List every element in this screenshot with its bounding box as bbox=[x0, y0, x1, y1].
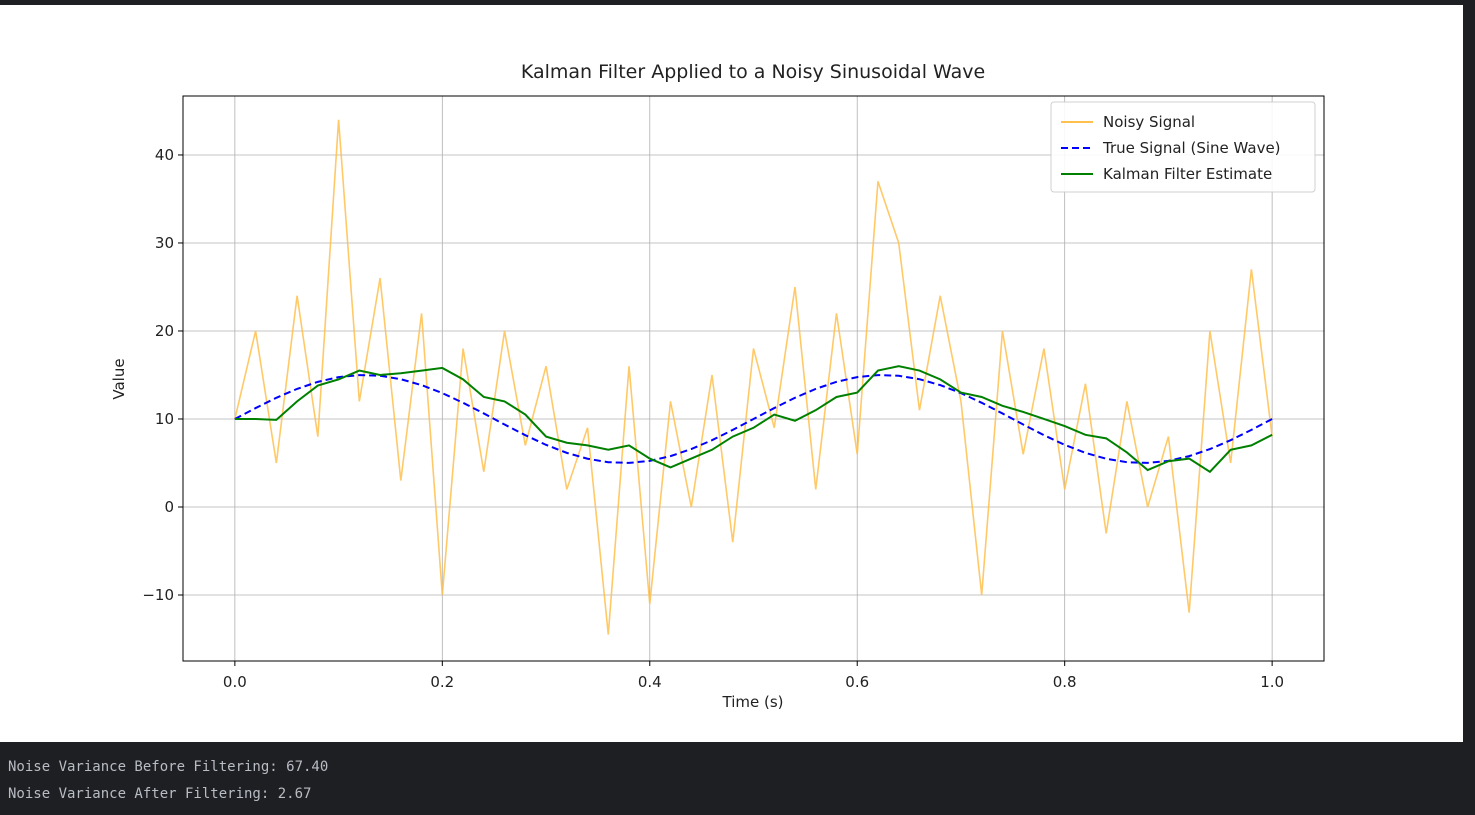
y-tick-label: 0 bbox=[164, 498, 174, 516]
plot-frame bbox=[182, 95, 1325, 662]
series-line bbox=[234, 365, 1273, 474]
x-axis-label: Time (s) bbox=[722, 693, 784, 711]
series-line bbox=[234, 119, 1273, 635]
legend-box bbox=[1050, 101, 1316, 193]
console-output: Noise Variance Before Filtering: 67.40 N… bbox=[8, 754, 328, 808]
console-line: Noise Variance Before Filtering: 67.40 bbox=[8, 759, 329, 775]
legend-label: Kalman Filter Estimate bbox=[1103, 165, 1272, 183]
y-tick-label: 30 bbox=[155, 234, 174, 252]
chart-title: Kalman Filter Applied to a Noisy Sinusoi… bbox=[521, 61, 985, 83]
console-line: Noise Variance After Filtering: 2.67 bbox=[8, 786, 312, 802]
x-tick-label: 0.6 bbox=[845, 673, 869, 691]
y-tick-label: 10 bbox=[155, 410, 174, 428]
legend-label: Noisy Signal bbox=[1103, 113, 1195, 131]
y-tick-label: 20 bbox=[155, 322, 174, 340]
y-tick-label: 40 bbox=[155, 146, 174, 164]
x-tick-label: 0.4 bbox=[638, 673, 662, 691]
x-tick-label: 0.8 bbox=[1053, 673, 1077, 691]
x-tick-label: 0.2 bbox=[430, 673, 454, 691]
y-tick-label: −10 bbox=[142, 586, 174, 604]
y-axis-label: Value bbox=[110, 358, 128, 399]
x-tick-label: 0.0 bbox=[223, 673, 247, 691]
x-tick-label: 1.0 bbox=[1260, 673, 1284, 691]
legend-label: True Signal (Sine Wave) bbox=[1102, 139, 1281, 157]
chart: Kalman Filter Applied to a Noisy Sinusoi… bbox=[110, 61, 1325, 711]
output-cell: Kalman Filter Applied to a Noisy Sinusoi… bbox=[0, 5, 1463, 742]
series-line bbox=[234, 374, 1273, 464]
